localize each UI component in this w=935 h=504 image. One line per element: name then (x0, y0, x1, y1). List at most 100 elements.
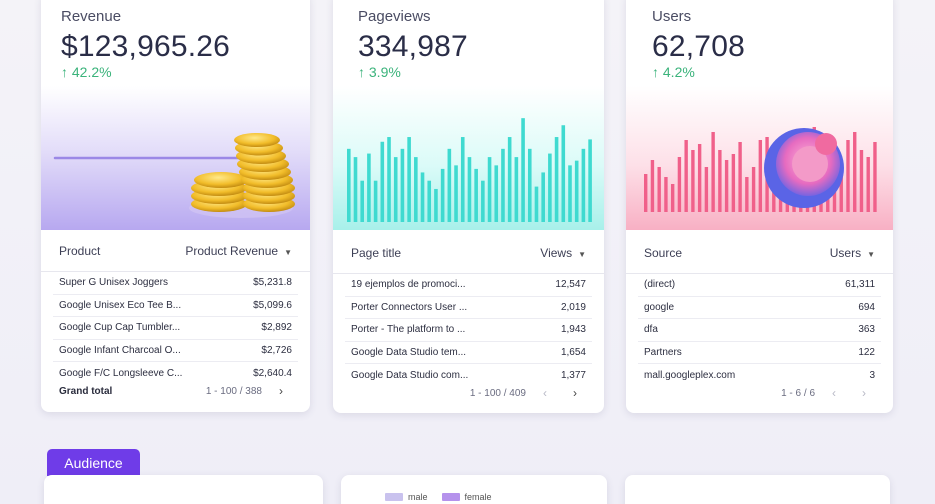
table-row[interactable]: (direct) 61,311 (638, 274, 881, 297)
column-header-product[interactable]: Product (59, 243, 101, 258)
users-visual (626, 86, 893, 230)
row-label: dfa (644, 324, 658, 336)
users-bar (758, 140, 763, 212)
revenue-visual (41, 86, 310, 230)
users-table-header: Source Users ▼ (626, 232, 893, 274)
table-row[interactable]: Super G Unisex Joggers $5,231.8 (53, 272, 298, 295)
row-label: Partners (644, 346, 682, 358)
column-header-source[interactable]: Source (644, 245, 683, 260)
table-row[interactable]: Google Data Studio tem... 1,654 (345, 342, 592, 364)
pageviews-bar (467, 157, 472, 222)
legend-label-female: female (464, 492, 492, 502)
pageviews-bar (447, 148, 452, 222)
users-bar (704, 167, 709, 212)
column-header-product-revenue[interactable]: Product Revenue ▼ (185, 243, 292, 258)
users-title: Users (652, 8, 692, 25)
previous-page-icon[interactable]: ‹ (543, 386, 547, 400)
pageviews-delta: ↑ 3.9% (358, 64, 401, 80)
row-value: 61,311 (845, 279, 875, 291)
revenue-table: Product Product Revenue ▼ Super G Unisex … (41, 230, 310, 385)
pageviews-bar (360, 180, 365, 222)
pageviews-bar (380, 141, 385, 222)
row-value: 1,943 (560, 324, 586, 336)
users-bar (644, 174, 648, 212)
row-label: Google F/C Longsleeve C... (59, 367, 183, 379)
row-label: Google Cup Cap Tumbler... (59, 322, 181, 334)
pageviews-bar (393, 157, 398, 222)
pagination-label: 1 - 100 / 388 (205, 385, 262, 397)
row-value: 1,377 (560, 369, 586, 381)
column-header-page-title[interactable]: Page title (351, 245, 402, 260)
pageviews-card: Pageviews 334,987 ↑ 3.9% Page title View… (333, 0, 604, 413)
revenue-table-footer: Grand total 1 - 100 / 388 › (41, 376, 310, 406)
sort-desc-icon: ▼ (578, 249, 586, 259)
row-value: 12,547 (555, 279, 586, 291)
pageviews-visual (333, 86, 604, 230)
column-header-views[interactable]: Views ▼ (540, 245, 586, 260)
row-value: 1,654 (560, 346, 586, 358)
pageviews-bar (507, 137, 512, 222)
users-bar (697, 144, 702, 212)
gender-legend: male female (385, 492, 492, 502)
row-label: Porter - The platform to ... (351, 324, 466, 336)
pageviews-bar (400, 148, 405, 222)
users-bar (664, 177, 668, 212)
users-bar (711, 132, 715, 212)
row-value: $2,726 (261, 344, 292, 356)
pageviews-table: Page title Views ▼ 19 ejemplos de promoci… (333, 232, 604, 387)
pageviews-table-footer: 1 - 100 / 409 ‹ › (333, 378, 604, 408)
table-row[interactable]: Google F/C Longsleeve C... $2,640.4 (53, 362, 298, 385)
next-page-icon[interactable]: › (279, 384, 283, 398)
table-row[interactable]: Google Cup Cap Tumbler... $2,892 (53, 317, 298, 340)
table-row[interactable]: 19 ejemplos de promoci... 12,547 (345, 274, 592, 297)
users-value: 62,708 (652, 30, 745, 63)
pageviews-bar (367, 153, 371, 222)
pageviews-bar (347, 148, 351, 222)
audience-tab[interactable]: Audience (47, 449, 140, 476)
pageviews-bar (541, 172, 545, 222)
table-row[interactable]: dfa 363 (638, 319, 881, 342)
table-row[interactable]: google 694 (638, 297, 881, 319)
pageviews-bar (521, 118, 525, 222)
row-label: mall.googleplex.com (644, 369, 736, 381)
users-bar (650, 160, 655, 212)
users-bar (745, 177, 749, 212)
next-page-icon[interactable]: › (573, 386, 577, 400)
pageviews-bar (581, 148, 586, 222)
pageviews-title: Pageviews (358, 8, 431, 25)
row-label: Google Data Studio tem... (351, 346, 467, 358)
row-value: 122 (858, 346, 875, 358)
pageviews-bar (434, 188, 438, 222)
users-bar (684, 140, 688, 212)
pageviews-bar (454, 165, 458, 222)
row-label: Super G Unisex Joggers (59, 277, 168, 289)
table-row[interactable]: Porter Connectors User ... 2,019 (345, 297, 592, 319)
legend-swatch-female (441, 493, 460, 501)
users-bar (751, 167, 756, 212)
table-row[interactable]: Partners 122 (638, 342, 881, 364)
next-page-icon[interactable]: › (862, 386, 866, 400)
users-card: Users 62,708 ↑ 4.2% Source (626, 0, 893, 413)
table-row[interactable]: Porter - The platform to ... 1,943 (345, 319, 592, 342)
row-label: Porter Connectors User ... (351, 301, 468, 313)
table-row[interactable]: Google Data Studio com... 1,377 (345, 364, 592, 387)
pageviews-bar (501, 148, 505, 222)
users-rows: (direct) 61,311 google 694 dfa 363 Partners… (626, 274, 893, 387)
table-row[interactable]: mall.googleplex.com 3 (638, 364, 881, 387)
grand-total-label: Grand total (59, 385, 113, 397)
revenue-delta: ↑ 42.2% (61, 64, 112, 80)
pageviews-bar (474, 168, 478, 222)
pageviews-bar (353, 157, 358, 222)
row-value: $2,640.4 (253, 367, 292, 379)
column-header-users[interactable]: Users ▼ (829, 245, 875, 260)
users-bar (677, 157, 682, 212)
up-arrow-icon: ↑ (652, 64, 659, 80)
pageviews-bar (574, 160, 579, 222)
previous-page-icon[interactable]: ‹ (832, 386, 836, 400)
users-bar (866, 157, 870, 212)
pageviews-bar (548, 153, 552, 222)
table-row[interactable]: Google Unisex Eco Tee B... $5,099.6 (53, 295, 298, 317)
table-row[interactable]: Google Infant Charcoal O... $2,726 (53, 340, 298, 362)
pageviews-bar (487, 157, 492, 222)
pageviews-bar (387, 137, 391, 222)
